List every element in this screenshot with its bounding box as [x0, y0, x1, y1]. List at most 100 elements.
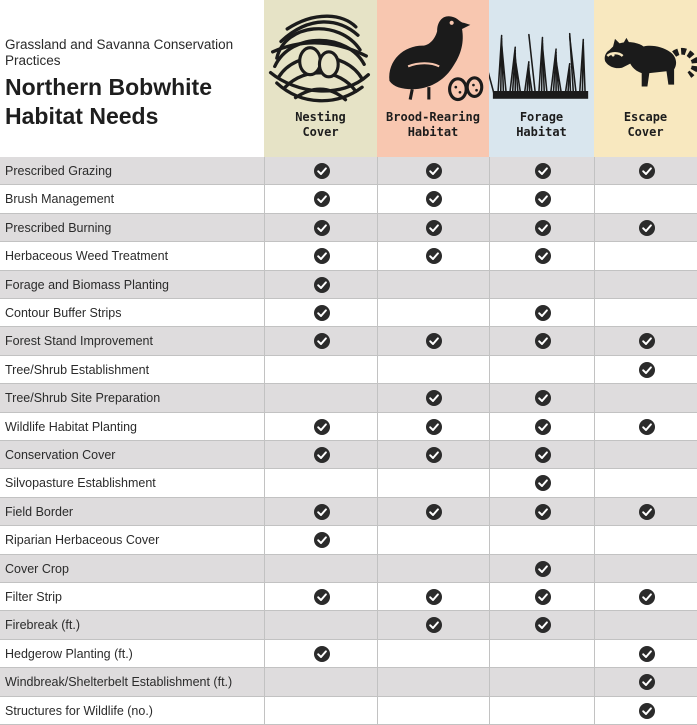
checkmark-icon	[534, 219, 551, 236]
raccoon-icon	[604, 37, 697, 87]
table-cell	[489, 270, 594, 299]
table-cell	[489, 526, 594, 555]
table-row: Field Border	[0, 497, 697, 527]
table-cell	[264, 668, 377, 697]
table-cell	[594, 611, 697, 640]
checkmark-icon	[426, 390, 442, 407]
table-row: Contour Buffer Strips	[0, 299, 697, 328]
checkmark-icon	[534, 447, 551, 463]
table-cell	[377, 213, 489, 242]
checkmark-icon	[638, 702, 655, 719]
table-cell	[377, 611, 489, 640]
table-row: Cover Crop	[0, 554, 697, 583]
table-cell	[377, 327, 489, 356]
checkmark-icon	[426, 163, 442, 179]
checkmark-icon	[638, 503, 655, 520]
table-cell	[377, 299, 489, 327]
tall-grass-icon	[489, 32, 589, 99]
checkmark-icon	[638, 219, 655, 236]
table-cell	[264, 355, 377, 384]
table-cell	[489, 583, 594, 611]
table-cell	[264, 583, 377, 611]
table-cell	[489, 355, 594, 384]
table-row: Tree/Shrub Site Preparation	[0, 384, 697, 413]
checkmark-icon	[313, 219, 330, 236]
table-cell	[377, 441, 489, 469]
checkmark-icon	[534, 503, 551, 520]
practice-label: Forage and Biomass Planting	[5, 277, 169, 292]
table-cell	[594, 355, 697, 384]
column-label-line: Cover	[302, 124, 339, 139]
checkmark-icon	[638, 645, 655, 662]
table-cell	[264, 611, 377, 640]
table-cell	[594, 441, 697, 469]
table-cell	[594, 497, 697, 526]
practice-label: Structures for Wildlife (no.)	[5, 703, 153, 718]
column-label-line: Escape	[623, 110, 668, 124]
practice-label: Field Border	[5, 504, 74, 519]
table-cell	[594, 299, 697, 327]
table-row: Windbreak/Shelterbelt Establishment (ft.…	[0, 668, 697, 697]
table-cell	[264, 639, 377, 668]
table-cell	[489, 157, 594, 185]
table-cell	[594, 469, 697, 498]
table-cell	[489, 327, 594, 356]
table-cell	[489, 412, 594, 441]
checkmark-icon	[534, 418, 551, 435]
title-block: Grassland and Savanna Conservation Pract…	[0, 0, 264, 157]
table-cell	[489, 384, 594, 413]
checkmark-icon	[534, 589, 551, 605]
practice-label: Wildlife Habitat Planting	[5, 419, 138, 434]
table-row: Herbaceous Weed Treatment	[0, 242, 697, 271]
checkmark-icon	[313, 248, 330, 265]
table-cell	[489, 668, 594, 697]
column-label: Brood-Rearing Habitat	[377, 110, 489, 139]
table-cell	[594, 526, 697, 555]
table-cell	[377, 668, 489, 697]
practice-label: Conservation Cover	[5, 448, 116, 462]
table-cell	[264, 469, 377, 498]
column-label-line: Cover	[627, 124, 664, 139]
checkmark-icon	[638, 163, 655, 179]
table-cell	[377, 469, 489, 498]
checkmark-icon	[638, 674, 655, 691]
table-cell	[489, 554, 594, 583]
table-row: Filter Strip	[0, 583, 697, 612]
table-cell	[594, 185, 697, 214]
table-cell	[264, 299, 377, 327]
table-cell	[594, 242, 697, 271]
table-row: Forage and Biomass Planting	[0, 270, 697, 299]
checkmark-icon	[313, 276, 330, 293]
quail-with-eggs-icon	[389, 16, 484, 102]
checkmark-icon	[426, 617, 442, 634]
nest-with-eggs-icon	[268, 14, 371, 103]
table-cell	[489, 696, 594, 725]
table-cell	[377, 412, 489, 441]
table-cell	[377, 497, 489, 526]
table-row: Tree/Shrub Establishment	[0, 355, 697, 385]
checkmark-icon	[313, 163, 330, 179]
table-cell	[377, 242, 489, 271]
table-cell	[594, 327, 697, 356]
table-cell	[264, 696, 377, 725]
checkmark-icon	[534, 390, 551, 407]
table-cell	[264, 384, 377, 413]
table-row: Hedgerow Planting (ft.)	[0, 639, 697, 669]
column-header: Nesting Cover	[264, 0, 377, 157]
practice-label: Windbreak/Shelterbelt Establishment (ft.…	[5, 675, 233, 690]
table-cell	[264, 213, 377, 242]
practice-label: Prescribed Burning	[5, 220, 112, 235]
practice-label: Firebreak (ft.)	[5, 618, 81, 633]
column-label: Escape Cover	[594, 110, 697, 139]
checkmark-icon	[313, 645, 330, 662]
checkmark-icon	[426, 219, 442, 236]
table-cell	[594, 696, 697, 725]
practice-label: Filter Strip	[5, 590, 62, 604]
table-cell	[264, 526, 377, 555]
checkmark-icon	[426, 191, 442, 208]
table-row: Firebreak (ft.)	[0, 611, 697, 640]
practice-label: Hedgerow Planting (ft.)	[5, 646, 133, 661]
table-cell	[377, 157, 489, 185]
table-cell	[594, 554, 697, 583]
checkmark-icon	[534, 248, 551, 265]
